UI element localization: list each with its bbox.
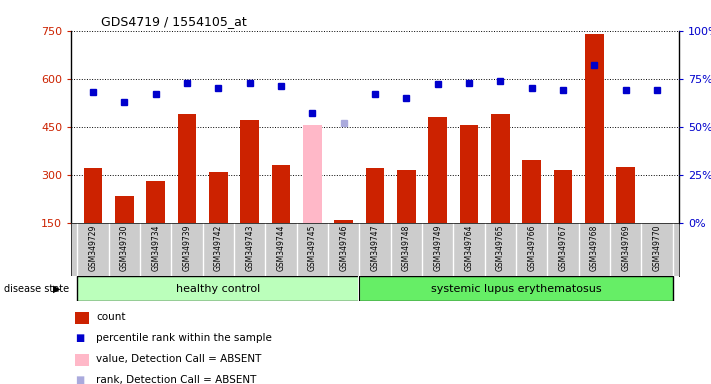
Text: GSM349739: GSM349739 — [183, 224, 191, 271]
Text: ■: ■ — [75, 333, 84, 343]
Text: GSM349745: GSM349745 — [308, 224, 317, 271]
Bar — [146, 181, 165, 223]
Text: GSM349748: GSM349748 — [402, 224, 411, 271]
Text: GSM349749: GSM349749 — [433, 224, 442, 271]
Text: healthy control: healthy control — [176, 284, 260, 294]
Text: GSM349729: GSM349729 — [89, 224, 97, 271]
Text: systemic lupus erythematosus: systemic lupus erythematosus — [431, 284, 602, 294]
Bar — [523, 161, 541, 223]
Text: GSM349764: GSM349764 — [464, 224, 474, 271]
Text: GSM349744: GSM349744 — [277, 224, 286, 271]
Bar — [272, 165, 291, 223]
Text: GSM349769: GSM349769 — [621, 224, 630, 271]
Bar — [459, 125, 479, 223]
Text: GSM349743: GSM349743 — [245, 224, 255, 271]
Bar — [365, 168, 385, 223]
Text: disease state: disease state — [4, 284, 69, 294]
Text: count: count — [96, 312, 125, 322]
Text: GSM349765: GSM349765 — [496, 224, 505, 271]
Text: value, Detection Call = ABSENT: value, Detection Call = ABSENT — [96, 354, 262, 364]
Bar — [491, 114, 510, 223]
Text: ■: ■ — [75, 375, 84, 384]
Bar — [616, 167, 635, 223]
Text: rank, Detection Call = ABSENT: rank, Detection Call = ABSENT — [96, 375, 257, 384]
Bar — [303, 125, 322, 223]
Bar — [397, 170, 416, 223]
Bar — [428, 117, 447, 223]
Bar — [585, 34, 604, 223]
Bar — [334, 220, 353, 223]
Bar — [115, 195, 134, 223]
Text: GSM349734: GSM349734 — [151, 224, 160, 271]
Text: ▶: ▶ — [53, 284, 61, 294]
Text: percentile rank within the sample: percentile rank within the sample — [96, 333, 272, 343]
Bar — [359, 276, 673, 301]
Text: GSM349770: GSM349770 — [653, 224, 661, 271]
Text: GSM349730: GSM349730 — [120, 224, 129, 271]
Bar — [178, 114, 196, 223]
Text: GSM349742: GSM349742 — [214, 224, 223, 271]
Bar — [240, 120, 259, 223]
Bar — [209, 172, 228, 223]
Bar — [554, 170, 572, 223]
Text: GDS4719 / 1554105_at: GDS4719 / 1554105_at — [102, 15, 247, 28]
Bar — [77, 276, 359, 301]
Text: GSM349747: GSM349747 — [370, 224, 380, 271]
Text: GSM349766: GSM349766 — [528, 224, 536, 271]
Bar — [84, 168, 102, 223]
Text: GSM349768: GSM349768 — [590, 224, 599, 271]
Text: GSM349767: GSM349767 — [559, 224, 567, 271]
Text: GSM349746: GSM349746 — [339, 224, 348, 271]
